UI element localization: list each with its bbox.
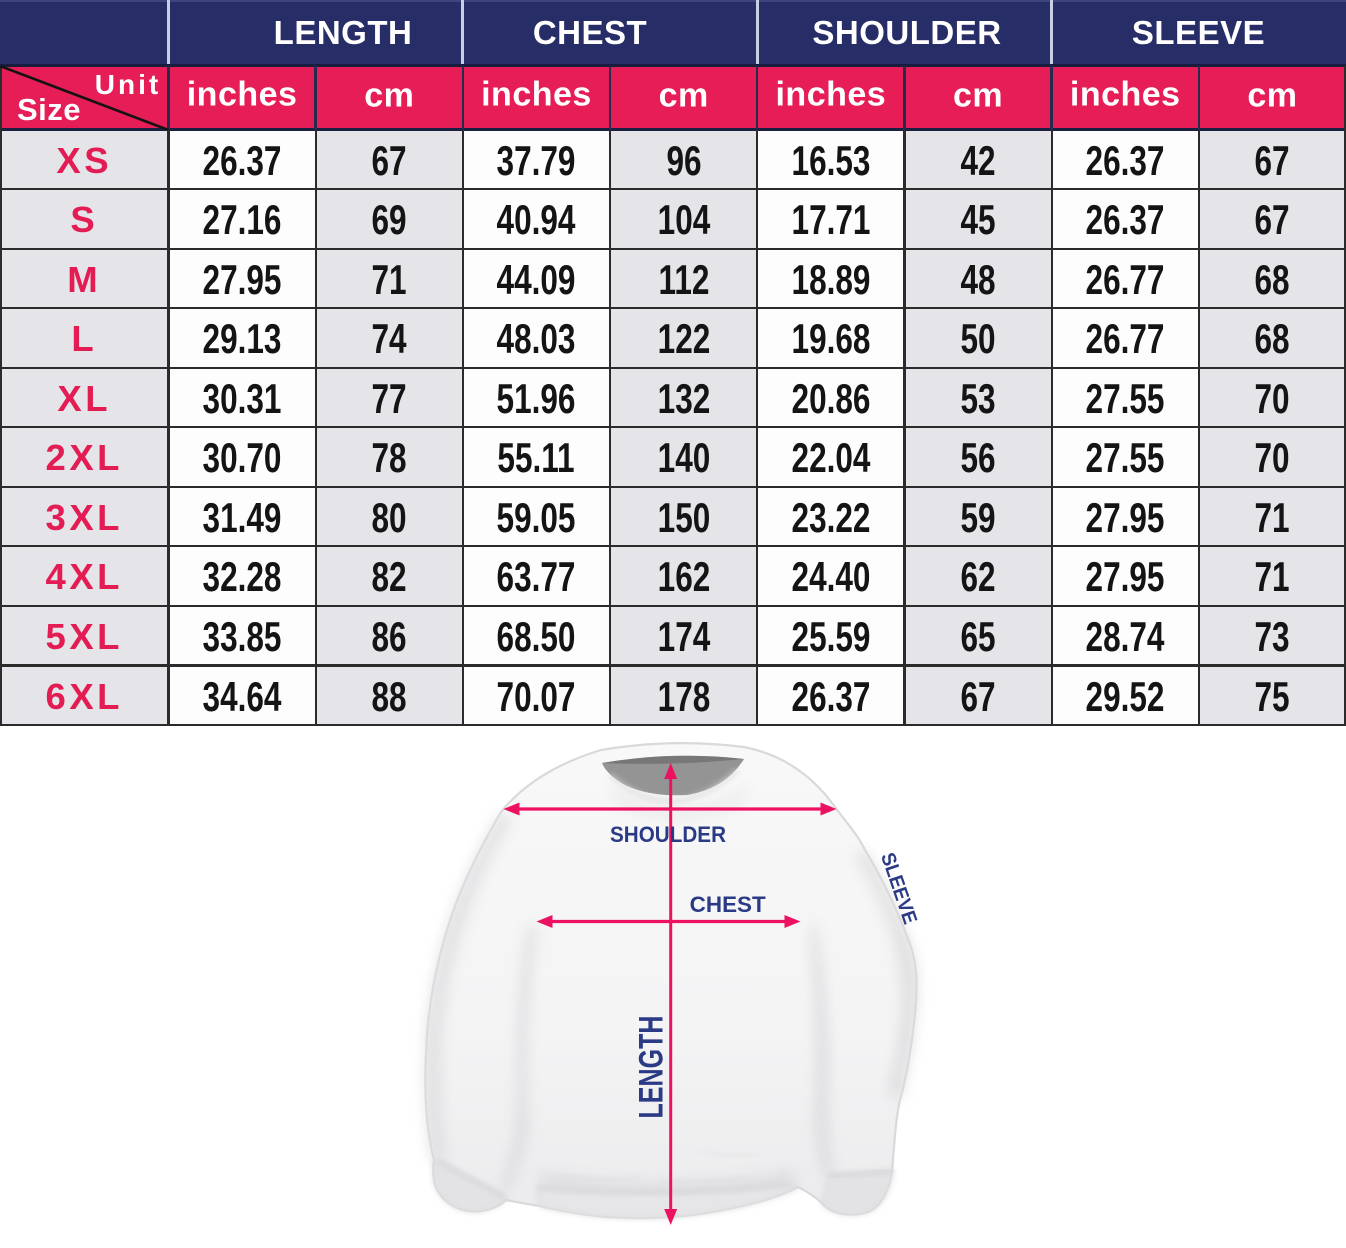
svg-text:CHEST: CHEST	[690, 892, 767, 917]
svg-text:SHOULDER: SHOULDER	[610, 822, 726, 847]
svg-text:LENGTH: LENGTH	[632, 1016, 670, 1119]
